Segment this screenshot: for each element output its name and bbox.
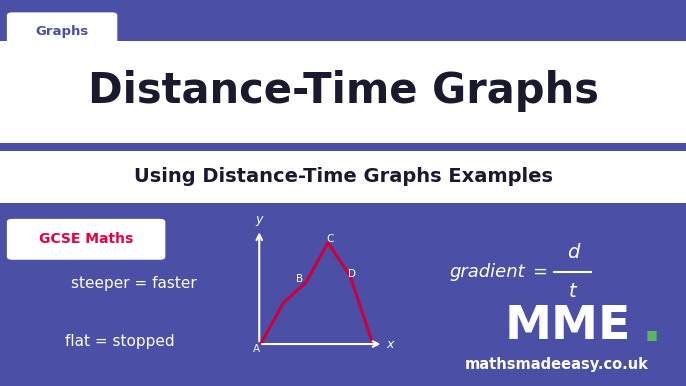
FancyBboxPatch shape [0,151,686,203]
Text: y: y [256,213,263,226]
Text: =: = [532,263,547,281]
Text: steeper = faster: steeper = faster [71,276,197,291]
Text: A: A [253,344,260,354]
Text: mathsmadeeasy.co.uk: mathsmadeeasy.co.uk [465,357,649,372]
Text: t: t [569,282,577,301]
Text: MME: MME [504,304,630,349]
FancyBboxPatch shape [7,219,165,260]
Text: .: . [641,300,661,352]
FancyBboxPatch shape [7,12,117,51]
Text: C: C [326,234,333,244]
Text: Distance-Time Graphs: Distance-Time Graphs [88,70,598,112]
FancyBboxPatch shape [0,41,686,143]
Text: gradient: gradient [449,263,525,281]
Text: Graphs: Graphs [36,25,89,38]
Text: flat = stopped: flat = stopped [65,334,175,349]
Text: d: d [567,243,579,262]
Text: B: B [296,274,303,284]
Text: Using Distance-Time Graphs Examples: Using Distance-Time Graphs Examples [134,167,552,186]
Text: GCSE Maths: GCSE Maths [38,232,133,245]
Text: x: x [387,337,394,350]
Text: D: D [348,269,356,279]
